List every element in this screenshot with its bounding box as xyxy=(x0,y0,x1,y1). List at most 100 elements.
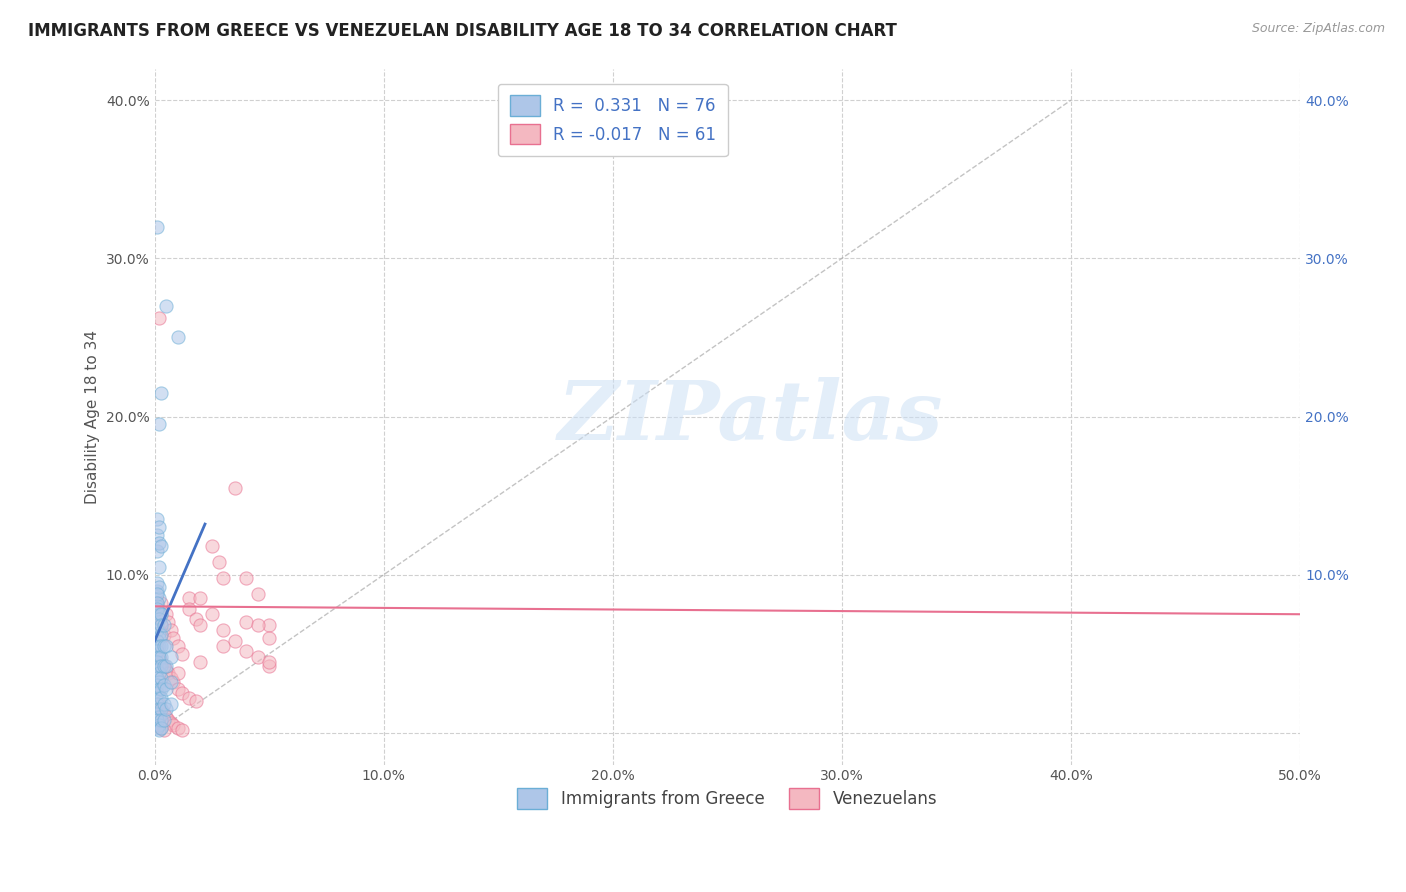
Point xyxy=(150,628,173,642)
Point xyxy=(257,631,280,645)
Point xyxy=(150,385,173,400)
Point xyxy=(155,702,177,716)
Point xyxy=(146,639,169,653)
Point xyxy=(152,659,174,673)
Point xyxy=(148,718,170,732)
Point xyxy=(150,607,173,622)
Point xyxy=(190,618,212,632)
Point xyxy=(184,612,207,626)
Point xyxy=(166,639,188,653)
Point xyxy=(148,631,170,645)
Point xyxy=(152,706,174,721)
Point xyxy=(148,639,170,653)
Point xyxy=(166,665,188,680)
Point xyxy=(235,643,257,657)
Point xyxy=(159,716,181,731)
Point xyxy=(148,723,170,737)
Point xyxy=(201,607,224,622)
Point xyxy=(152,659,174,673)
Point xyxy=(148,607,170,622)
Point xyxy=(246,618,269,632)
Point xyxy=(190,655,212,669)
Point xyxy=(172,723,194,737)
Point xyxy=(148,591,170,606)
Point xyxy=(146,686,169,700)
Point xyxy=(166,721,188,735)
Point xyxy=(177,691,200,706)
Point xyxy=(148,607,170,622)
Point xyxy=(159,675,181,690)
Point xyxy=(159,649,181,664)
Point xyxy=(152,678,174,692)
Point xyxy=(146,655,169,669)
Point xyxy=(150,721,173,735)
Point xyxy=(146,587,169,601)
Point xyxy=(150,659,173,673)
Legend: Immigrants from Greece, Venezuelans: Immigrants from Greece, Venezuelans xyxy=(510,781,943,815)
Point xyxy=(146,544,169,558)
Point xyxy=(150,655,173,669)
Point xyxy=(146,643,169,657)
Point xyxy=(148,580,170,594)
Point xyxy=(148,702,170,716)
Point xyxy=(150,649,173,664)
Point xyxy=(152,618,174,632)
Point xyxy=(146,602,169,616)
Point xyxy=(146,721,169,735)
Point xyxy=(162,631,184,645)
Point xyxy=(148,311,170,326)
Point xyxy=(172,686,194,700)
Point xyxy=(201,539,224,553)
Point xyxy=(152,639,174,653)
Point xyxy=(146,599,169,614)
Point xyxy=(146,671,169,685)
Point xyxy=(155,639,177,653)
Point xyxy=(150,702,173,716)
Point xyxy=(148,520,170,534)
Y-axis label: Disability Age 18 to 34: Disability Age 18 to 34 xyxy=(86,329,100,503)
Text: Source: ZipAtlas.com: Source: ZipAtlas.com xyxy=(1251,22,1385,36)
Point xyxy=(257,618,280,632)
Point xyxy=(146,219,169,234)
Point xyxy=(150,671,173,685)
Point xyxy=(146,634,169,648)
Point xyxy=(146,618,169,632)
Point xyxy=(146,713,169,727)
Point xyxy=(150,596,173,610)
Point xyxy=(246,649,269,664)
Point xyxy=(146,698,169,712)
Point xyxy=(148,559,170,574)
Point xyxy=(159,671,181,685)
Point xyxy=(148,710,170,724)
Point xyxy=(146,575,169,590)
Point xyxy=(150,691,173,706)
Point xyxy=(148,536,170,550)
Point xyxy=(177,591,200,606)
Point xyxy=(148,417,170,432)
Point xyxy=(212,571,235,585)
Point xyxy=(166,330,188,344)
Point xyxy=(212,623,235,637)
Text: IMMIGRANTS FROM GREECE VS VENEZUELAN DISABILITY AGE 18 TO 34 CORRELATION CHART: IMMIGRANTS FROM GREECE VS VENEZUELAN DIS… xyxy=(28,22,897,40)
Point xyxy=(184,694,207,708)
Point xyxy=(146,706,169,721)
Point xyxy=(155,607,177,622)
Point xyxy=(224,481,246,495)
Point xyxy=(150,713,173,727)
Point xyxy=(257,655,280,669)
Point xyxy=(157,615,180,629)
Point xyxy=(155,299,177,313)
Point xyxy=(146,663,169,677)
Point xyxy=(150,639,173,653)
Text: ZIPatlas: ZIPatlas xyxy=(558,376,943,457)
Point xyxy=(146,678,169,692)
Point xyxy=(166,681,188,696)
Point xyxy=(208,555,231,569)
Point xyxy=(146,528,169,542)
Point xyxy=(148,698,170,712)
Point xyxy=(150,539,173,553)
Point xyxy=(257,659,280,673)
Point xyxy=(148,649,170,664)
Point xyxy=(150,721,173,735)
Point xyxy=(150,607,173,622)
